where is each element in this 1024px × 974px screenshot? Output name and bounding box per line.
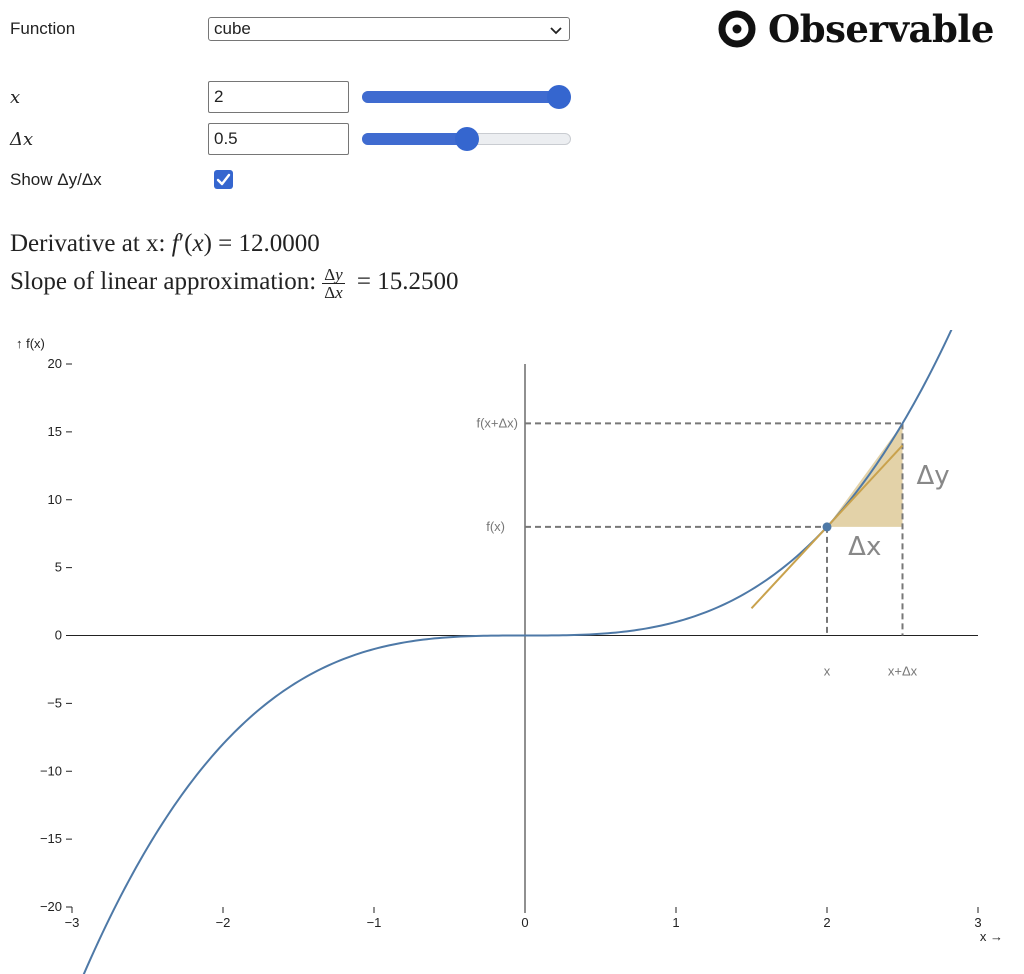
y-tick-label: 0 [55, 628, 62, 643]
derivative-value: 12.0000 [238, 230, 320, 257]
y-tick-label: 20 [48, 356, 62, 371]
derivative-line: Derivative at x: f′(x) = 12.0000 [10, 230, 320, 258]
dx-slider-fill [362, 133, 467, 145]
dx-number-input[interactable]: 0.5 [208, 123, 349, 155]
function-label: Function [10, 19, 76, 38]
slope-value: 15.2500 [377, 268, 459, 296]
x-tick-label: −1 [367, 915, 382, 930]
slope-prefix: Slope of linear approximation: [10, 268, 317, 296]
delta-triangle [827, 423, 903, 527]
dx-label: Δx [10, 129, 34, 150]
x-tick-label: 1 [672, 915, 679, 930]
x-tick-label: 3 [974, 915, 981, 930]
chevron-down-icon [549, 21, 563, 43]
x-tick-label: 0 [521, 915, 528, 930]
y-tick-label: 10 [48, 492, 62, 507]
dx-slider-thumb[interactable] [454, 127, 479, 151]
x-tick-label: −3 [65, 915, 80, 930]
slope-line: Slope of linear approximation: Δy Δx = 15.… [10, 265, 459, 302]
label-delta-x: Δx [848, 532, 881, 562]
checkmark-icon [216, 173, 231, 186]
x-slider-fill [362, 91, 559, 103]
show-ratio-checkbox[interactable] [214, 170, 233, 189]
observable-logo[interactable]: Observable [718, 6, 994, 52]
function-select-value: cube [214, 19, 251, 38]
x-axis-label: x → [980, 929, 1003, 944]
slope-fraction: Δy Δx [322, 265, 345, 302]
function-select[interactable]: cube [208, 17, 570, 41]
x-label: x [10, 87, 21, 108]
label-fxdx: f(x+Δx) [476, 415, 518, 430]
derivative-expression: f′(x) = [171, 230, 239, 257]
label-delta-y: Δy [917, 461, 950, 491]
y-tick-label: 15 [48, 424, 62, 439]
label-xdx: x+Δx [888, 664, 918, 679]
y-tick-label: 5 [55, 560, 62, 575]
derivative-prefix: Derivative at x: [10, 230, 166, 257]
y-tick-label: −10 [40, 763, 62, 778]
logo-text: Observable [768, 7, 994, 51]
x-slider-thumb[interactable] [547, 85, 571, 109]
y-tick-label: −5 [47, 695, 62, 710]
label-fx: f(x) [486, 519, 505, 534]
label-x: x [824, 664, 831, 679]
x-slider[interactable] [362, 85, 571, 109]
observable-logo-icon [718, 10, 756, 48]
y-axis-label: ↑ f(x) [16, 336, 45, 351]
x-number-input[interactable]: 2 [208, 81, 349, 113]
y-tick-label: −20 [40, 899, 62, 914]
point-marker [822, 522, 832, 532]
show-ratio-label: Show Δy/Δx [10, 170, 102, 189]
x-tick-label: 2 [823, 915, 830, 930]
x-tick-label: −2 [216, 915, 231, 930]
y-tick-label: −15 [40, 831, 62, 846]
dx-slider[interactable] [362, 127, 571, 151]
